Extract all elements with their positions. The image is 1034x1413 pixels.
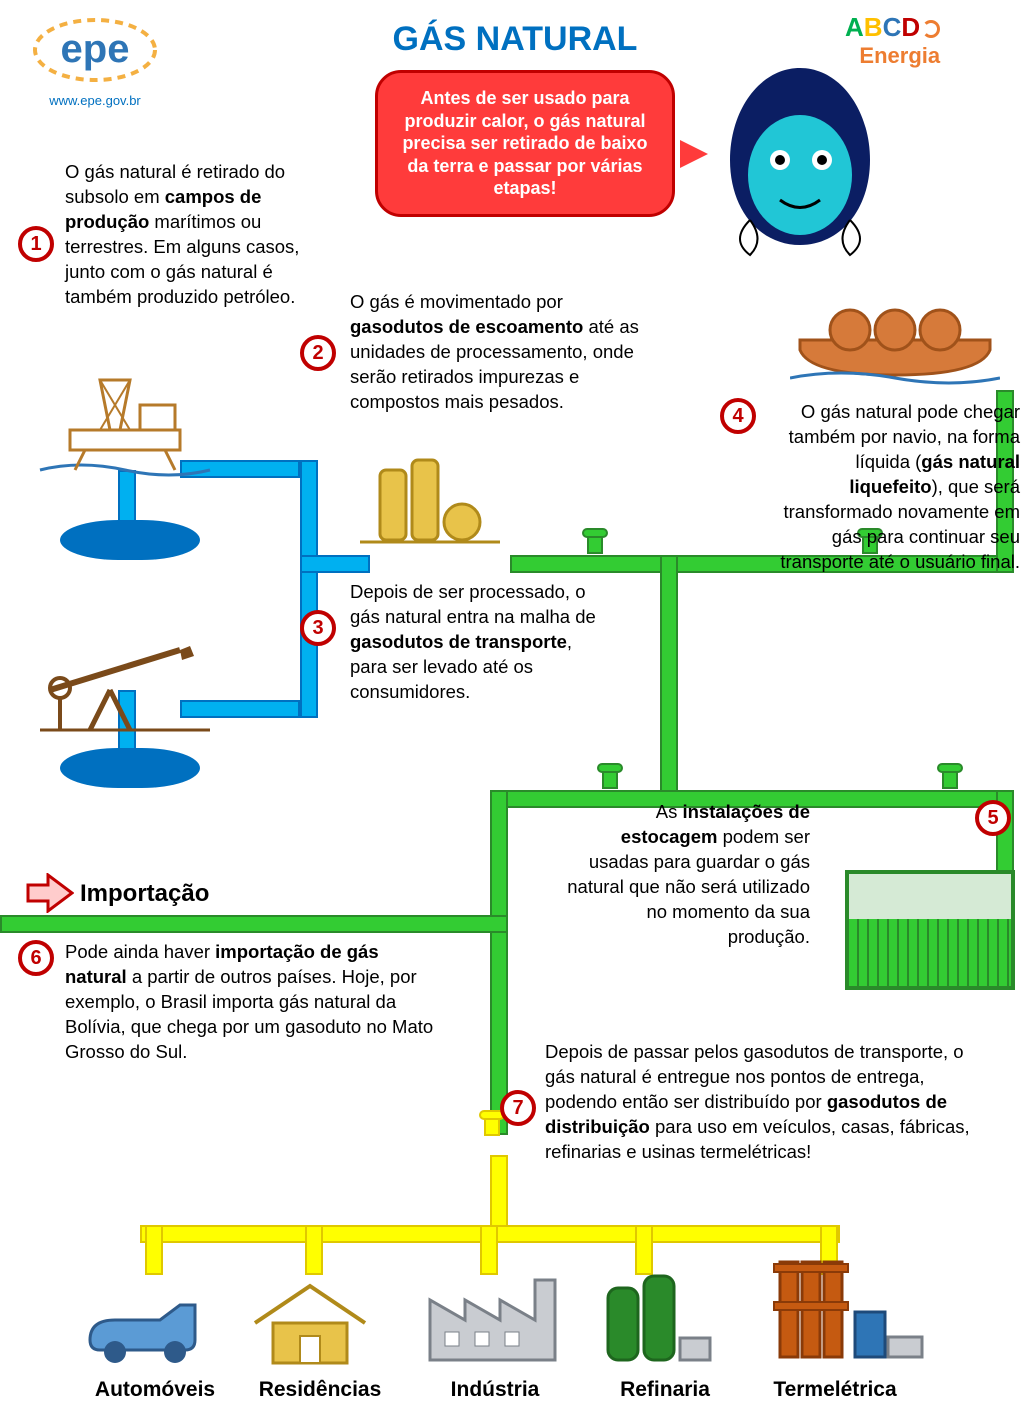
step-text-4: O gás natural pode chegar também por nav…: [770, 400, 1020, 575]
step-badge-5: 5: [975, 800, 1011, 836]
epe-logo: epe www.epe.gov.br: [20, 10, 170, 108]
endpoint-label: Termelétrica: [750, 1378, 920, 1402]
import-label: Importação: [80, 880, 209, 908]
endpoint-label: Automóveis: [70, 1378, 240, 1402]
factory-icon: [420, 1260, 570, 1375]
step-text-3: Depois de ser processado, o gás natural …: [350, 580, 610, 705]
step-text-5: As instalações de estocagem podem ser us…: [560, 800, 810, 950]
pipe-valve-icon: [590, 763, 630, 793]
lng-ship-icon: [790, 290, 1000, 390]
step-badge-3: 3: [300, 610, 336, 646]
storage-tank-icon: [845, 870, 1015, 990]
svg-text:epe: epe: [61, 27, 130, 71]
endpoint-label: Refinaria: [580, 1378, 750, 1402]
thermoelectric-icon: [760, 1252, 930, 1375]
step-text-2: O gás é movimentado por gasodutos de esc…: [350, 290, 660, 415]
step-badge-6: 6: [18, 940, 54, 976]
car-icon: [80, 1290, 210, 1375]
step-text-7: Depois de passar pelos gasodutos de tran…: [545, 1040, 975, 1165]
page-title: GÁS NATURAL: [355, 20, 675, 59]
offshore-platform-icon: [30, 360, 220, 510]
epe-url: www.epe.gov.br: [20, 93, 170, 108]
pipe-valve-icon: [930, 763, 970, 793]
house-icon: [245, 1278, 375, 1375]
endpoint-label: Residências: [235, 1378, 405, 1402]
import-arrow-icon: [26, 873, 74, 918]
step-text-1: O gás natural é retirado do subsolo em c…: [65, 160, 340, 310]
flame-mascot-icon: [720, 60, 880, 260]
pipe-valve-icon: [575, 528, 615, 558]
step-text-6: Pode ainda haver importação de gás natur…: [65, 940, 445, 1065]
step-badge-7: 7: [500, 1090, 536, 1126]
step-badge-2: 2: [300, 335, 336, 371]
speech-bubble-tail: [680, 140, 708, 168]
water-icon: [60, 748, 200, 788]
step-badge-1: 1: [18, 226, 54, 262]
step-badge-4: 4: [720, 398, 756, 434]
endpoint-label: Indústria: [410, 1378, 580, 1402]
water-icon: [60, 520, 200, 560]
pumpjack-icon: [30, 610, 220, 760]
speech-bubble: Antes de ser usado para produzir calor, …: [375, 70, 675, 217]
refinery-icon: [590, 1268, 720, 1375]
processing-plant-icon: [350, 450, 510, 550]
